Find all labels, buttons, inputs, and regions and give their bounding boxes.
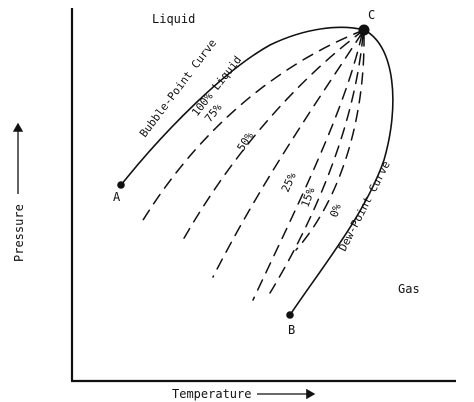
x-axis-label: Temperature	[172, 387, 251, 401]
point-c-label: C	[368, 8, 375, 22]
critical-point-marker	[358, 24, 370, 36]
dew-point-curve-label: Dew-Point Curve	[336, 159, 393, 253]
point-a-label: A	[113, 190, 121, 204]
point-b-marker	[286, 311, 294, 319]
point-b-label: B	[288, 323, 295, 337]
dew-point-curve	[289, 29, 394, 316]
quality-line-75	[182, 29, 365, 241]
quality-line-0	[295, 34, 365, 251]
liquid-region-label: Liquid	[152, 12, 195, 26]
quality-15-label: 15%	[299, 186, 318, 209]
quality-line-50	[212, 32, 363, 278]
point-a-marker	[117, 181, 125, 189]
quality-25-label: 25%	[279, 170, 299, 194]
y-axis-label: Pressure	[12, 204, 26, 262]
quality-50-label: 50%	[235, 130, 257, 154]
quality-line-25	[252, 33, 363, 301]
quality-line-15	[269, 34, 364, 294]
bubble-point-curve	[120, 26, 365, 186]
gas-region-label: Gas	[398, 282, 420, 296]
quality-0-label: 0%	[327, 202, 344, 219]
quality-line-100	[139, 29, 365, 226]
